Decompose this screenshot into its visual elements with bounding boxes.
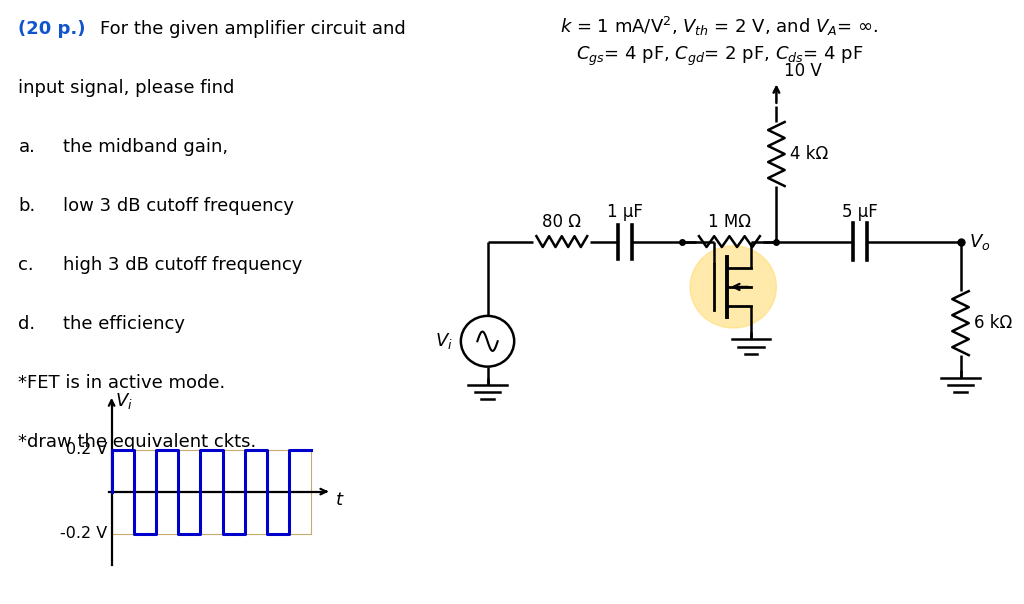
Text: 4 kΩ: 4 kΩ	[791, 145, 828, 163]
Text: *FET is in active mode.: *FET is in active mode.	[18, 373, 225, 391]
Text: (20 p.): (20 p.)	[18, 20, 86, 37]
Text: 10 V: 10 V	[784, 62, 822, 80]
Text: d.: d.	[18, 315, 36, 333]
Text: 1 μF: 1 μF	[607, 203, 643, 221]
Text: 5 μF: 5 μF	[843, 203, 878, 221]
Text: 1 MΩ: 1 MΩ	[708, 213, 751, 231]
Text: c.: c.	[18, 255, 34, 274]
Circle shape	[690, 246, 776, 328]
Text: *draw the equivalent ckts.: *draw the equivalent ckts.	[18, 432, 257, 451]
Text: 80 Ω: 80 Ω	[543, 213, 582, 231]
Text: $C_{gs}$= 4 pF, $C_{gd}$= 2 pF, $C_{ds}$= 4 pF: $C_{gs}$= 4 pF, $C_{gd}$= 2 pF, $C_{ds}$…	[575, 45, 863, 68]
Text: -0.2 V: -0.2 V	[60, 526, 108, 541]
Text: $V_o$: $V_o$	[969, 231, 990, 252]
Text: b.: b.	[18, 197, 36, 214]
Text: a.: a.	[18, 138, 35, 156]
Text: the efficiency: the efficiency	[63, 315, 185, 333]
Text: the midband gain,: the midband gain,	[63, 138, 228, 156]
Text: $V_i$: $V_i$	[435, 331, 454, 352]
Text: $k$ = 1 mA/V$^2$, $V_{th}$ = 2 V, and $V_A$= ∞.: $k$ = 1 mA/V$^2$, $V_{th}$ = 2 V, and $V…	[560, 15, 879, 38]
Text: input signal, please find: input signal, please find	[18, 79, 234, 97]
Text: 6 kΩ: 6 kΩ	[975, 314, 1013, 332]
Text: low 3 dB cutoff frequency: low 3 dB cutoff frequency	[63, 197, 295, 214]
Text: $t$: $t$	[335, 491, 344, 509]
Text: high 3 dB cutoff frequency: high 3 dB cutoff frequency	[63, 255, 303, 274]
Text: For the given amplifier circuit and: For the given amplifier circuit and	[100, 20, 407, 37]
Text: 0.2 V: 0.2 V	[66, 442, 108, 457]
Text: $V_i$: $V_i$	[115, 391, 133, 411]
